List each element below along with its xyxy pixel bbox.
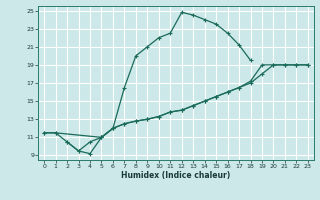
X-axis label: Humidex (Indice chaleur): Humidex (Indice chaleur) [121,171,231,180]
